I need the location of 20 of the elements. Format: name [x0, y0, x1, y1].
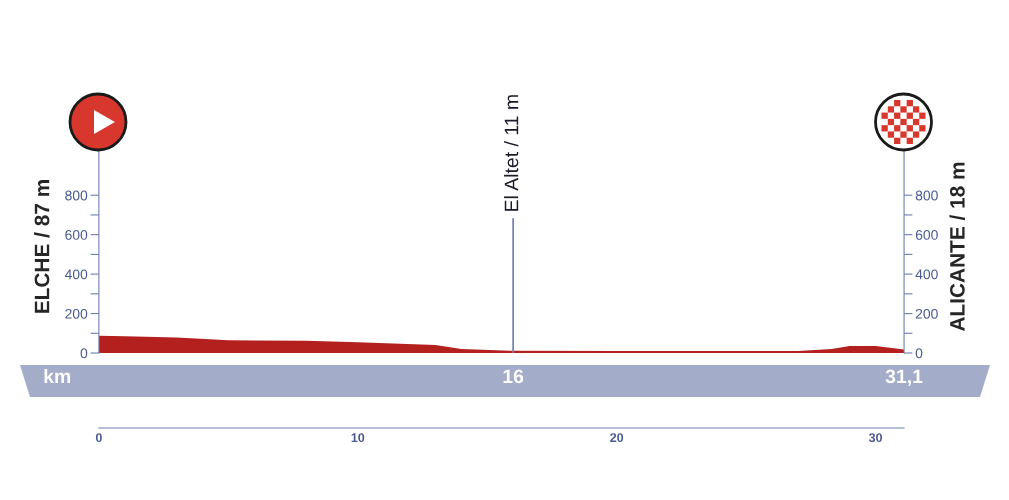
y-tick-label: 200: [65, 308, 88, 319]
y-tick-label: 600: [65, 230, 88, 240]
x-tick-label: 30: [868, 433, 883, 443]
y2-tick-label: 400: [915, 269, 938, 280]
y-tick-label: 0: [80, 348, 88, 359]
y-tick-label: 400: [64, 269, 88, 280]
y2-axis-title: ALICANTE / 18 m: [949, 162, 965, 332]
y2-tick-label: 600: [915, 230, 938, 240]
x-tick-label: 0: [95, 433, 102, 443]
annotation: 31,1: [885, 369, 923, 387]
ref-line-label: El Altet / 11 m: [504, 95, 519, 211]
y2-tick-label: 800: [915, 190, 938, 201]
y2-tick-label: 200: [915, 308, 938, 319]
x-tick-label: 20: [610, 433, 624, 443]
x-tick-label: 10: [351, 433, 365, 443]
text: km: [44, 368, 71, 384]
y-axis-title: ELCHE / 87 m: [34, 180, 50, 313]
y-tick-label: 800: [65, 190, 88, 201]
annotation: 16: [503, 369, 524, 384]
y2-tick-label: 0: [915, 348, 923, 359]
